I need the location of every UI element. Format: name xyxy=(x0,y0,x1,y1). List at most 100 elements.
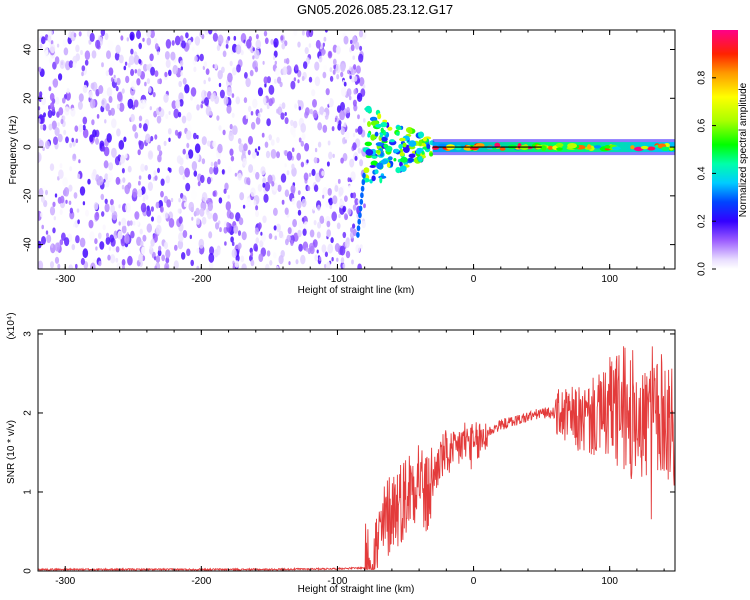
snr-y-label: SNR (10 * v/v) xyxy=(6,420,17,484)
heatmap-cell xyxy=(332,153,335,158)
heatmap-cell xyxy=(399,137,406,142)
heatmap-cell xyxy=(331,257,334,262)
heatmap-cell xyxy=(158,245,162,252)
heatmap-cell xyxy=(147,150,154,160)
heatmap-cell xyxy=(42,146,45,151)
heatmap-cell xyxy=(332,69,336,75)
heatmap-cell xyxy=(109,254,116,264)
heatmap-cell xyxy=(92,129,97,138)
heatmap-cell xyxy=(138,122,142,129)
heatmap-cell xyxy=(205,68,210,75)
heatmap-cell xyxy=(276,136,280,144)
heatmap-cell xyxy=(256,151,260,156)
heatmap-cell xyxy=(142,234,147,242)
heatmap-cell xyxy=(306,159,309,164)
heatmap-cell xyxy=(194,36,201,46)
heatmap-cell xyxy=(191,216,194,221)
heatmap-cell xyxy=(402,142,407,148)
heatmap-cell xyxy=(262,60,265,65)
heatmap-cell xyxy=(295,259,299,265)
heatmap-cell xyxy=(138,42,142,50)
heatmap-cell xyxy=(268,134,273,141)
heatmap-cell xyxy=(263,193,269,203)
heatmap-cell xyxy=(225,44,229,49)
heatmap-cell xyxy=(177,208,181,214)
heatmap-cell xyxy=(335,45,341,55)
heatmap-cell xyxy=(343,81,347,87)
heatmap-cell xyxy=(255,34,259,40)
heatmap-cell xyxy=(111,147,117,158)
heatmap-cell xyxy=(331,211,338,222)
heatmap-cell xyxy=(230,236,234,243)
heatmap-cell xyxy=(171,40,175,46)
heatmap-cell xyxy=(43,46,49,56)
heatmap-area xyxy=(38,30,675,269)
heatmap-cell xyxy=(303,61,308,69)
heatmap-cell xyxy=(297,209,302,216)
heatmap-cell xyxy=(255,210,259,218)
heatmap-cell xyxy=(64,237,70,247)
heatmap-cell xyxy=(52,78,59,88)
heatmap-cell xyxy=(334,185,339,192)
heatmap-cell xyxy=(138,175,142,180)
heatmap-cell xyxy=(130,230,135,239)
heatmap-cell xyxy=(291,167,297,177)
snr-y-multiplier: (x10⁴) xyxy=(6,312,17,339)
heatmap-cell xyxy=(181,252,186,260)
heatmap-cell xyxy=(345,250,351,259)
heatmap-cell xyxy=(209,111,213,116)
heatmap-cell xyxy=(331,126,335,132)
y-tick-label: 0 xyxy=(23,144,34,150)
heatmap-cell xyxy=(213,249,219,258)
heatmap-cell xyxy=(194,152,200,162)
heatmap-cell xyxy=(248,135,253,145)
heatmap-cell xyxy=(300,161,305,168)
heatmap-cell xyxy=(84,50,91,60)
heatmap-cell xyxy=(335,63,341,74)
heatmap-cell xyxy=(265,150,271,159)
heatmap-cell xyxy=(393,158,397,162)
heatmap-cell xyxy=(358,205,363,212)
heatmap-cell xyxy=(291,163,295,170)
colorbar-tick-label: 0.2 xyxy=(697,214,708,228)
heatmap-cell xyxy=(438,143,448,147)
heatmap-cell xyxy=(326,161,330,167)
heatmap-cell xyxy=(241,263,247,269)
heatmap-cell xyxy=(134,69,138,74)
heatmap-cell xyxy=(257,112,261,119)
heatmap-cell xyxy=(106,87,113,97)
heatmap-cell xyxy=(312,99,317,108)
snr-axes: -300 -200 -100 0 100 0 1 2 3 xyxy=(23,330,675,587)
heatmap-cell xyxy=(194,55,198,62)
heatmap-cell xyxy=(374,169,379,175)
heatmap-cell xyxy=(371,175,376,182)
heatmap-cell xyxy=(137,149,141,156)
heatmap-cell xyxy=(184,167,191,178)
heatmap-cell xyxy=(229,60,233,67)
heatmap-cell xyxy=(114,77,118,83)
heatmap-cell xyxy=(352,55,356,60)
heatmap-cell xyxy=(269,260,273,266)
heatmap-cell xyxy=(203,79,206,85)
spectrogram-x-label: Height of straight line (km) xyxy=(298,285,415,296)
heatmap-cell xyxy=(396,126,402,131)
heatmap-cell xyxy=(347,208,352,216)
heatmap-cell xyxy=(101,145,106,152)
heatmap-cell xyxy=(245,114,249,120)
heatmap-cell xyxy=(62,97,66,104)
heatmap-cell xyxy=(110,107,115,116)
heatmap-cell xyxy=(91,119,95,126)
heatmap-cell xyxy=(149,245,153,250)
heatmap-cell xyxy=(227,72,233,83)
heatmap-cell xyxy=(145,133,151,144)
heatmap-cell xyxy=(214,63,218,70)
heatmap-cell xyxy=(90,262,96,269)
heatmap-cell xyxy=(49,93,55,101)
heatmap-cell xyxy=(254,148,258,153)
heatmap-cell xyxy=(98,260,102,267)
heatmap-cell xyxy=(156,115,162,124)
heatmap-cell xyxy=(284,112,287,116)
heatmap-cell xyxy=(314,147,318,153)
heatmap-cell xyxy=(343,122,347,128)
heatmap-cell xyxy=(165,59,171,68)
